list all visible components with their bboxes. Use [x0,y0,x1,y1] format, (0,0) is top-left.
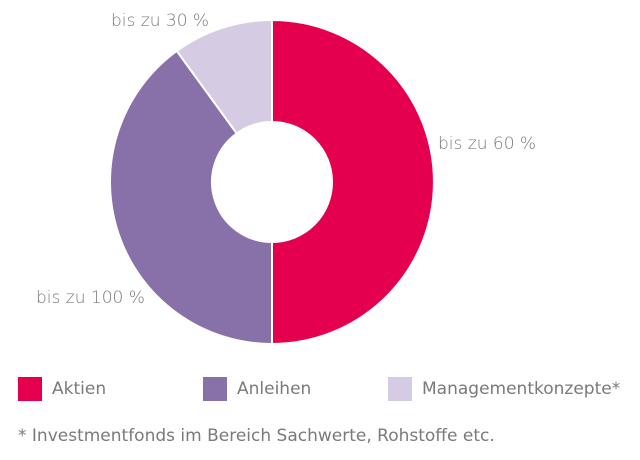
legend-swatch [203,377,227,401]
slice-label-aktien: bis zu 60 % [438,134,537,154]
footnote: * Investmentfonds im Bereich Sachwerte, … [18,426,495,446]
slice-label-anleihen: bis zu 100 % [36,288,145,308]
donut-slice-anleihen [109,49,273,346]
legend-item-aktien: Aktien [18,377,106,401]
legend-label: Aktien [52,379,107,399]
slice-label-managementkonzepte: bis zu 30 % [111,11,210,31]
legend-label: Managementkonzepte* [422,379,621,399]
legend-swatch [18,377,42,401]
donut-chart [109,18,435,346]
donut-slice-aktien [271,18,435,346]
legend-swatch [388,377,412,401]
legend-item-anleihen: Anleihen [203,377,311,401]
donut-slice-managementkonzepte [175,18,273,135]
legend-label: Anleihen [237,379,312,399]
legend-item-managementkonzepte: Managementkonzepte* [388,377,620,401]
